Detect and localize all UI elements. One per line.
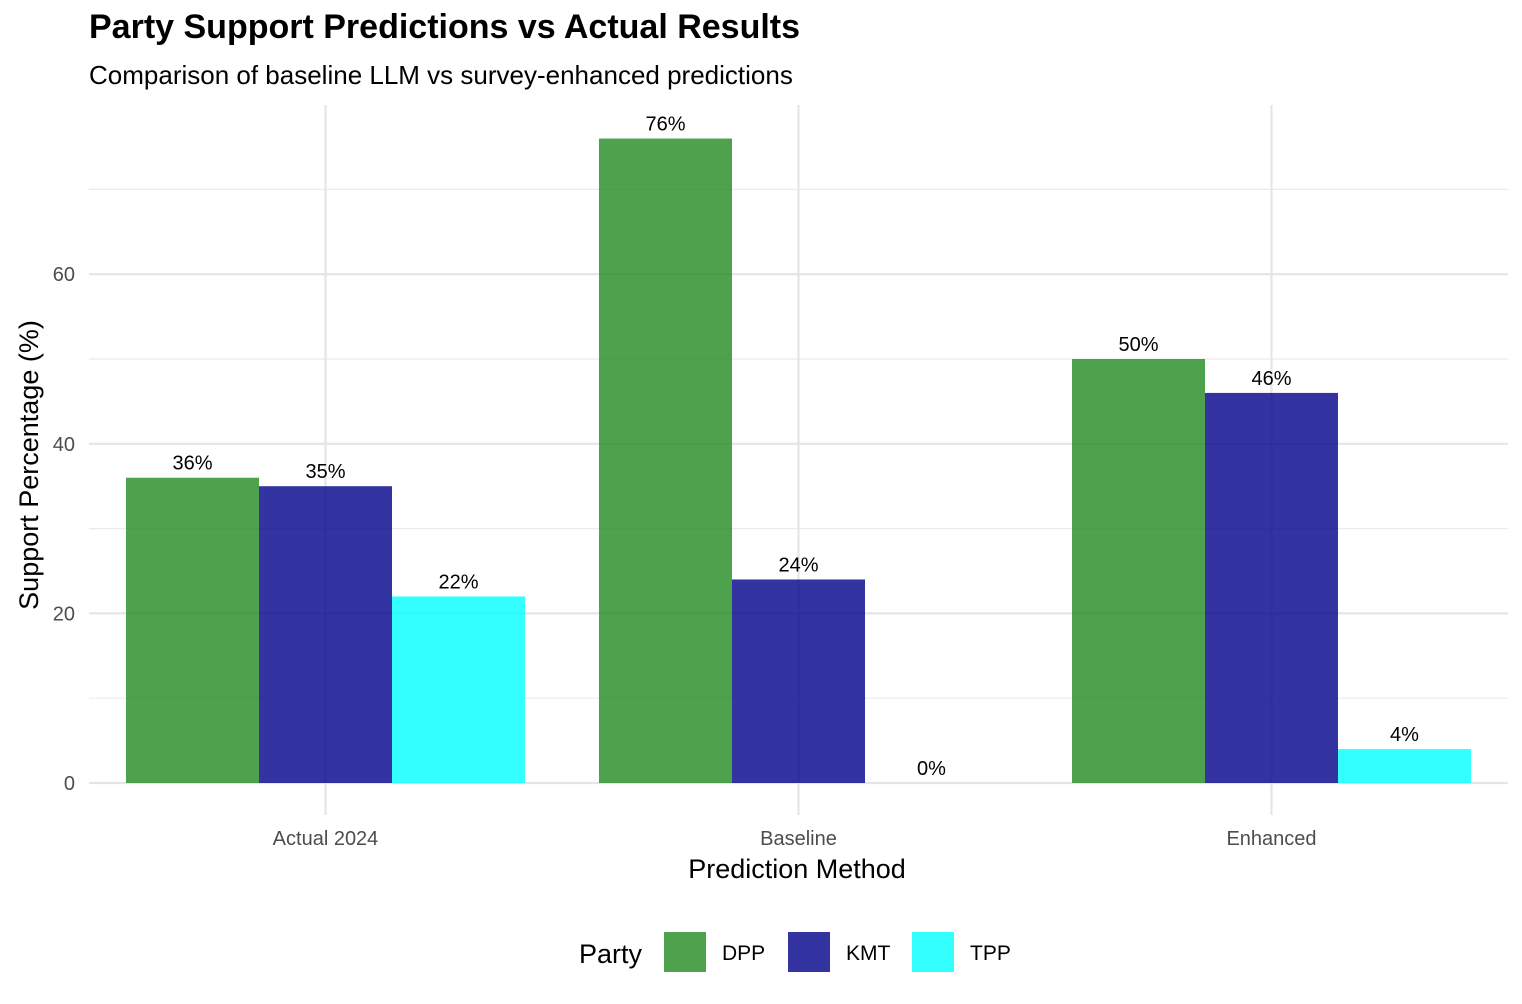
y-tick-label: 0 <box>64 773 75 795</box>
legend-label-dpp: DPP <box>722 942 765 965</box>
chart-title: Party Support Predictions vs Actual Resu… <box>89 8 801 46</box>
bar-kmt-baseline <box>732 579 865 783</box>
x-tick-label: Enhanced <box>1226 828 1316 850</box>
axes: 0 20 40 60 Actual 2024 Baseline Enhanced <box>53 264 1317 850</box>
bars <box>126 138 1471 783</box>
x-tick-label: Actual 2024 <box>273 828 379 850</box>
legend-label-kmt: KMT <box>846 942 891 965</box>
bar-tpp-actual-2024 <box>392 596 525 783</box>
bar-dpp-enhanced <box>1072 359 1205 783</box>
data-label: 50% <box>1118 334 1158 356</box>
legend-key-kmt <box>788 932 830 972</box>
legend-title: Party <box>579 939 643 969</box>
y-tick-label: 60 <box>53 264 75 286</box>
data-label: 36% <box>172 453 212 475</box>
x-tick-label: Baseline <box>760 828 837 850</box>
data-label: 24% <box>778 554 818 576</box>
bar-dpp-baseline <box>599 138 732 783</box>
legend-label-tpp: TPP <box>970 942 1011 965</box>
y-tick-label: 20 <box>53 603 75 625</box>
chart-subtitle: Comparison of baseline LLM vs survey-enh… <box>89 60 793 90</box>
bar-dpp-actual-2024 <box>126 477 259 783</box>
x-axis-title: Prediction Method <box>688 854 906 884</box>
data-label: 0% <box>917 758 946 780</box>
bar-kmt-enhanced <box>1205 392 1338 783</box>
bar-tpp-enhanced <box>1338 749 1471 783</box>
legend-key-dpp <box>664 932 706 972</box>
data-label: 46% <box>1251 368 1291 390</box>
data-label: 35% <box>305 461 345 483</box>
legend-key-tpp <box>912 932 954 972</box>
data-label: 76% <box>645 114 685 136</box>
data-label: 4% <box>1390 724 1419 746</box>
y-tick-label: 40 <box>53 434 75 456</box>
bar-kmt-actual-2024 <box>259 486 392 783</box>
data-labels: 36% 35% 22% 76% 24% 0% 50% 46% 4% <box>172 114 1419 780</box>
legend: Party DPP KMT TPP <box>579 932 1011 972</box>
data-label: 22% <box>438 571 478 593</box>
y-axis-title: Support Percentage (%) <box>14 320 44 610</box>
